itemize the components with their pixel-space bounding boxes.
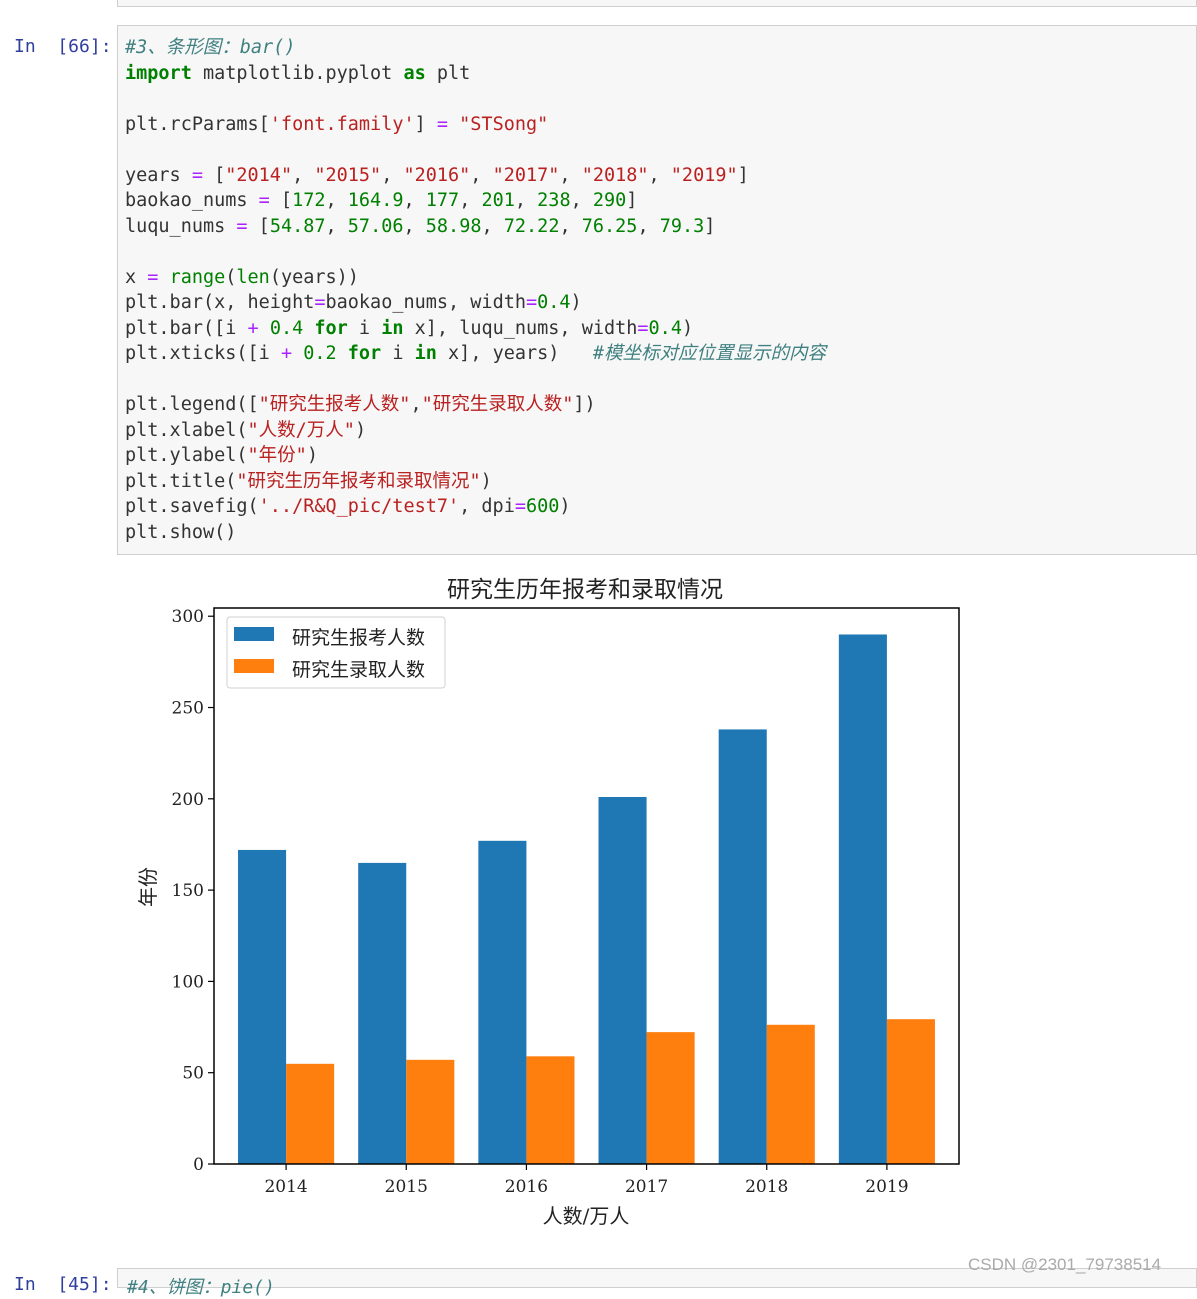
y-tick-label: 250 <box>172 699 204 719</box>
code-line: luqu_nums = [54.87, 57.06, 58.98, 72.22,… <box>125 215 716 237</box>
x-tick-label: 2018 <box>745 1177 788 1197</box>
legend-label-1: 研究生报考人数 <box>292 627 425 649</box>
bar-chart: 研究生历年报考和录取情况 0 50 100 150 200 250 300 2014 2015… <box>136 577 960 1228</box>
code-line: import matplotlib.pyplot as plt <box>125 62 471 84</box>
y-tick-label: 0 <box>193 1155 204 1175</box>
code-line <box>125 239 826 265</box>
code-line <box>125 367 826 393</box>
previous-cell-edge <box>117 0 1197 7</box>
legend-swatch-2 <box>234 659 274 673</box>
bar-applicants-2018 <box>718 729 767 1164</box>
watermark: CSDN @2301_79738514 <box>968 1255 1162 1274</box>
code-line: plt.xlabel("人数/万人") <box>125 419 367 441</box>
x-tick-label: 2016 <box>505 1177 548 1197</box>
code-line: x = range(len(years)) <box>125 266 359 288</box>
x-tick-label: 2017 <box>625 1177 668 1197</box>
x-tick-label: 2014 <box>264 1177 307 1197</box>
code-line: years = ["2014", "2015", "2016", "2017",… <box>125 164 749 186</box>
bar-applicants-2014 <box>238 849 287 1164</box>
y-axis-label: 年份 <box>136 867 160 907</box>
x-tick-label: 2019 <box>865 1177 908 1197</box>
bar-admitted-2018 <box>766 1024 815 1164</box>
plot-frame <box>213 607 960 1165</box>
y-tick-label: 150 <box>172 881 204 901</box>
code-editor[interactable]: #3、条形图：bar() import matplotlib.pyplot as … <box>125 35 826 545</box>
code-line: plt.xticks([i + 0.2 for i in x], years) … <box>125 343 826 364</box>
bar-admitted-2016 <box>526 1056 575 1164</box>
code-cell-input[interactable]: #3、条形图：bar() import matplotlib.pyplot as … <box>117 25 1197 555</box>
y-tick-label: 50 <box>182 1064 204 1084</box>
bar-applicants-2015 <box>358 862 407 1164</box>
bar-admitted-2017 <box>646 1032 695 1164</box>
y-tick-label: 200 <box>172 790 204 810</box>
code-line: plt.ylabel("年份") <box>125 445 318 466</box>
code-line: plt.bar(x, height=baokao_nums, width=0.4… <box>125 292 582 313</box>
bar-applicants-2017 <box>598 796 647 1164</box>
bar-admitted-2015 <box>406 1059 455 1164</box>
code-line <box>125 86 826 112</box>
x-axis-label: 人数/万人 <box>543 1204 630 1228</box>
code-line: #3、条形图：bar() <box>125 37 296 58</box>
bar-admitted-2019 <box>886 1019 935 1164</box>
code-line: plt.show() <box>125 521 237 543</box>
code-line: baokao_nums = [172, 164.9, 177, 201, 238… <box>125 190 638 211</box>
chart-title: 研究生历年报考和录取情况 <box>447 577 723 603</box>
code-line: plt.title("研究生历年报考和录取情况") <box>125 470 492 492</box>
next-cell-code[interactable]: #4、饼图：pie() <box>127 1277 275 1298</box>
code-line: plt.bar([i + 0.4 for i in x], luqu_nums,… <box>125 317 694 339</box>
legend: 研究生报考人数 研究生录取人数 <box>226 616 446 689</box>
code-line <box>125 137 826 163</box>
legend-label-2: 研究生录取人数 <box>292 659 425 681</box>
code-line: plt.legend(["研究生报考人数","研究生录取人数"]) <box>125 394 596 415</box>
y-tick-label: 300 <box>172 607 204 627</box>
legend-swatch-1 <box>234 627 274 641</box>
code-line: plt.savefig('../R&Q_pic/test7', dpi=600) <box>125 496 571 517</box>
y-tick-label: 100 <box>172 972 204 992</box>
x-tick-label: 2015 <box>385 1177 428 1197</box>
bar-admitted-2014 <box>286 1063 335 1164</box>
code-line: plt.rcParams['font.family'] = "STSong" <box>125 113 549 135</box>
bar-applicants-2016 <box>478 840 527 1164</box>
bar-applicants-2019 <box>838 634 887 1164</box>
cell-prompt: In [66]: <box>14 36 112 57</box>
